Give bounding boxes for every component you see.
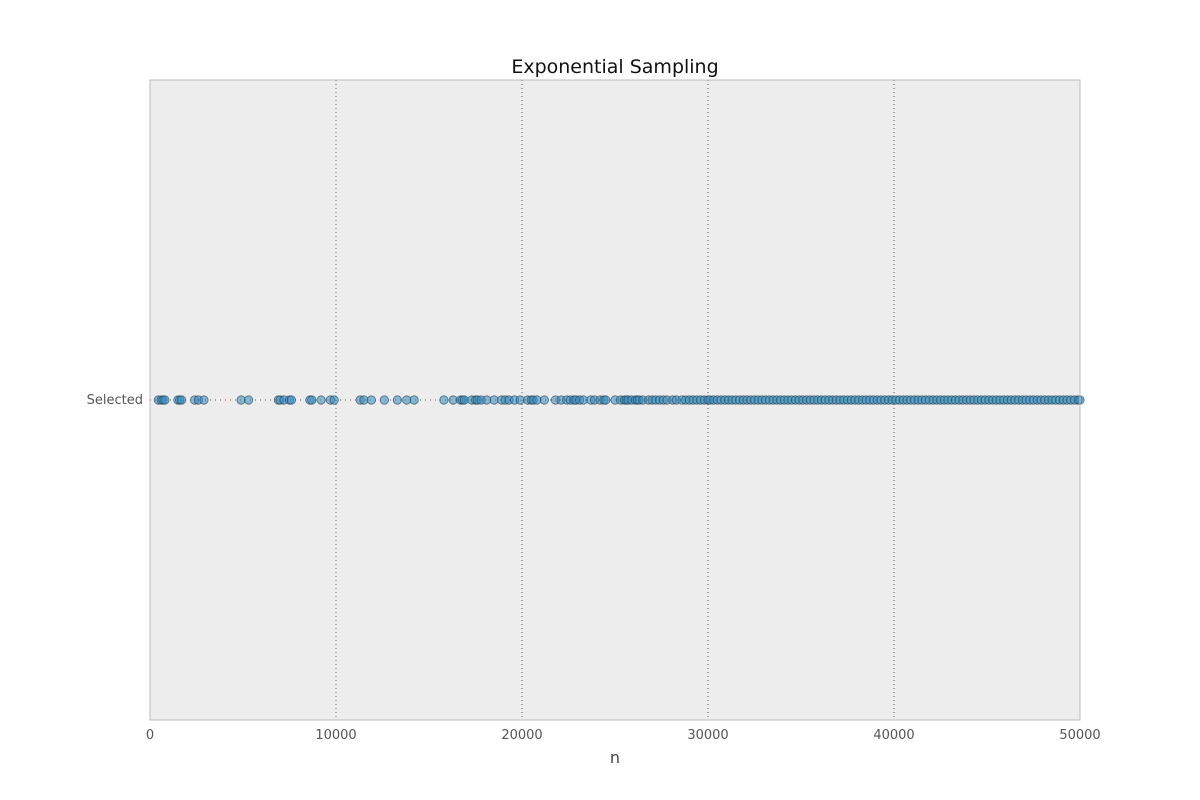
data-point [366,395,376,405]
data-point [379,395,389,405]
chart-title: Exponential Sampling [511,56,718,78]
x-tick-label-50000: 50000 [1059,728,1100,743]
plot-frame [149,79,1081,721]
data-point [199,395,209,405]
data-point [316,395,326,405]
x-tick-label-40000: 40000 [873,728,914,743]
data-point [439,395,449,405]
y-tick-label-selected: Selected [87,393,143,408]
data-point [307,395,317,405]
x-tick-labels: 0 10000 20000 30000 40000 50000 [146,728,1101,743]
x-tick-label-0: 0 [146,728,154,743]
data-point [286,395,296,405]
data-point [601,395,611,405]
data-point [409,395,419,405]
data-point [329,395,339,405]
x-tick-label-30000: 30000 [687,728,728,743]
data-point [539,395,549,405]
data-point [177,395,187,405]
data-points [153,395,1085,405]
x-tick-label-20000: 20000 [501,728,542,743]
x-axis-label: n [610,748,620,767]
data-point [392,395,402,405]
data-point [243,395,254,405]
data-point [160,395,170,405]
x-tick-label-10000: 10000 [315,728,356,743]
